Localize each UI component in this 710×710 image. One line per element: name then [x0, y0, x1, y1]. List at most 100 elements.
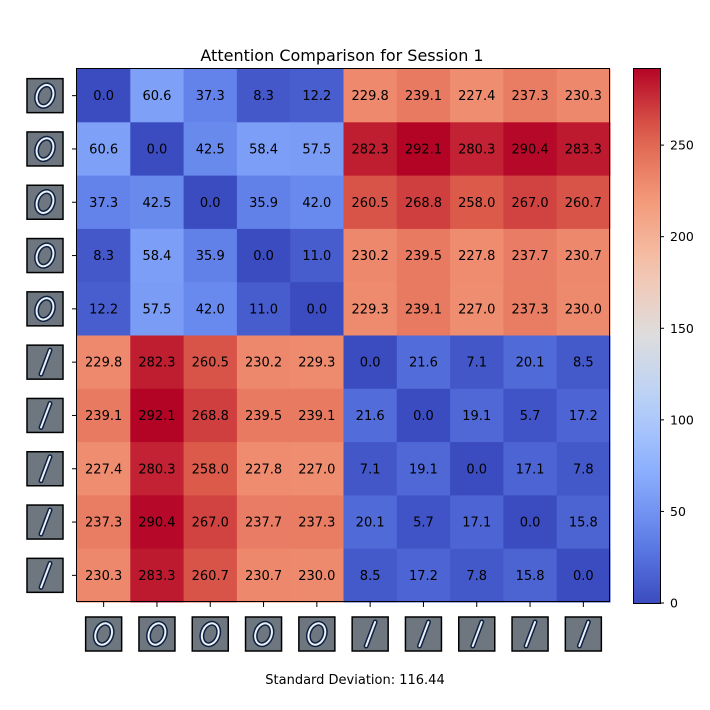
heatmap-cell — [290, 442, 344, 496]
cell-value-label: 290.4 — [511, 142, 548, 157]
heatmap-cell — [503, 335, 558, 390]
cell-value-label: 237.3 — [511, 302, 548, 317]
heatmap-cell — [343, 69, 398, 123]
heatmap-cell — [396, 69, 451, 123]
cell-value-label: 42.0 — [196, 302, 225, 317]
cell-value-label: 237.3 — [511, 89, 548, 104]
cell-value-label: 17.2 — [409, 569, 438, 584]
heatmap-cell — [236, 495, 291, 550]
cell-value-label: 42.5 — [196, 142, 225, 157]
cell-value-label: 58.4 — [249, 142, 278, 157]
cell-value-label: 260.7 — [192, 569, 229, 584]
row-thumbnail-digit-1-icon — [26, 397, 64, 434]
cell-value-label: 267.0 — [192, 516, 229, 531]
row-thumbnail-digit-0-icon — [26, 184, 64, 220]
cell-value-label: 17.1 — [462, 516, 491, 531]
heatmap-cell — [236, 442, 291, 496]
colorbar-frame — [633, 68, 661, 604]
cell-value-label: 17.1 — [516, 462, 545, 477]
heatmap-cell — [556, 442, 611, 496]
cell-value-label: 258.0 — [192, 462, 229, 477]
standard-deviation-label: Standard Deviation: 116.44 — [265, 673, 444, 688]
colorbar-tick-label: 50 — [670, 504, 686, 519]
cell-value-label: 260.5 — [352, 196, 389, 211]
cell-value-label: 230.2 — [245, 356, 282, 371]
heatmap-cell — [556, 175, 611, 230]
heatmap-cell — [290, 282, 344, 336]
heatmap-cell — [77, 548, 131, 603]
heatmap-cell — [396, 228, 451, 283]
cell-value-label: 7.1 — [360, 462, 381, 477]
cell-value-label: 5.7 — [413, 516, 434, 531]
heatmap-cell — [77, 122, 131, 177]
cell-value-label: 60.6 — [89, 142, 118, 157]
cell-value-label: 239.1 — [85, 409, 122, 424]
chart-title: Attention Comparison for Session 1 — [200, 46, 483, 65]
heatmap-cell — [450, 228, 504, 283]
column-thumbnail-digit-0-icon — [84, 616, 123, 652]
cell-value-label: 230.2 — [352, 249, 389, 264]
cell-value-label: 15.8 — [516, 569, 545, 584]
row-thumbnail-digit-0-icon — [26, 77, 64, 114]
heatmap-cell — [503, 69, 558, 123]
cell-value-label: 229.3 — [298, 356, 335, 371]
heatmap-cell — [396, 442, 451, 496]
cell-value-label: 268.8 — [192, 409, 229, 424]
heatmap-cell — [556, 122, 611, 177]
cell-value-label: 7.1 — [466, 356, 487, 371]
cell-value-label: 237.7 — [245, 516, 282, 531]
heatmap-cell — [77, 228, 131, 283]
heatmap-cell — [290, 69, 344, 123]
column-thumbnail-digit-1-icon — [564, 616, 603, 652]
column-ticks — [84, 602, 603, 652]
cell-value-label: 237.7 — [511, 249, 548, 264]
cell-value-label: 230.3 — [565, 89, 602, 104]
heatmap-cell — [556, 548, 611, 603]
cell-value-label: 0.0 — [466, 462, 487, 477]
heatmap-cell — [130, 495, 185, 550]
heatmap-cell — [396, 548, 451, 603]
cell-value-label: 229.8 — [352, 89, 389, 104]
heatmap-cell — [396, 282, 451, 336]
column-thumbnail-digit-1-icon — [351, 616, 389, 652]
heatmap-cell — [77, 175, 131, 230]
heatmap-cell — [236, 228, 291, 283]
cell-value-label: 239.1 — [405, 89, 442, 104]
heatmap-cell — [450, 282, 504, 336]
heatmap-cell — [503, 548, 558, 603]
colorbar — [633, 68, 660, 603]
column-thumbnail-digit-0-icon — [298, 616, 336, 652]
cell-value-label: 227.0 — [298, 462, 335, 477]
cell-value-label: 19.1 — [409, 462, 438, 477]
cell-value-label: 0.0 — [307, 302, 328, 317]
cell-value-label: 0.0 — [147, 142, 168, 157]
row-thumbnail-digit-0-icon — [26, 237, 64, 274]
heatmap-cell — [450, 175, 504, 230]
heatmap-cell — [450, 122, 504, 177]
cell-value-label: 8.5 — [573, 356, 594, 371]
cell-value-label: 239.1 — [405, 302, 442, 317]
cell-value-label: 60.6 — [142, 89, 171, 104]
cell-value-label: 292.1 — [138, 409, 175, 424]
cell-value-label: 0.0 — [573, 569, 594, 584]
heatmap-cell — [343, 388, 398, 443]
heatmap-cell — [503, 495, 558, 550]
cell-value-label: 282.3 — [352, 142, 389, 157]
column-thumbnail-digit-0-icon — [244, 616, 283, 652]
heatmap-cell — [183, 175, 238, 230]
heatmap-cell — [183, 548, 238, 603]
heatmap-cell — [130, 69, 185, 123]
cell-value-label: 260.5 — [192, 356, 229, 371]
row-thumbnail-digit-0-icon — [26, 131, 64, 167]
heatmap-cell — [130, 228, 185, 283]
heatmap-cell — [77, 495, 131, 550]
cell-value-label: 230.7 — [245, 569, 282, 584]
cell-value-label: 37.3 — [196, 89, 225, 104]
heatmap-cell — [77, 388, 131, 443]
heatmap-cell — [130, 548, 185, 603]
heatmap-cell — [290, 388, 344, 443]
cell-value-label: 17.2 — [569, 409, 598, 424]
heatmap-cell — [290, 175, 344, 230]
cell-value-label: 292.1 — [405, 142, 442, 157]
